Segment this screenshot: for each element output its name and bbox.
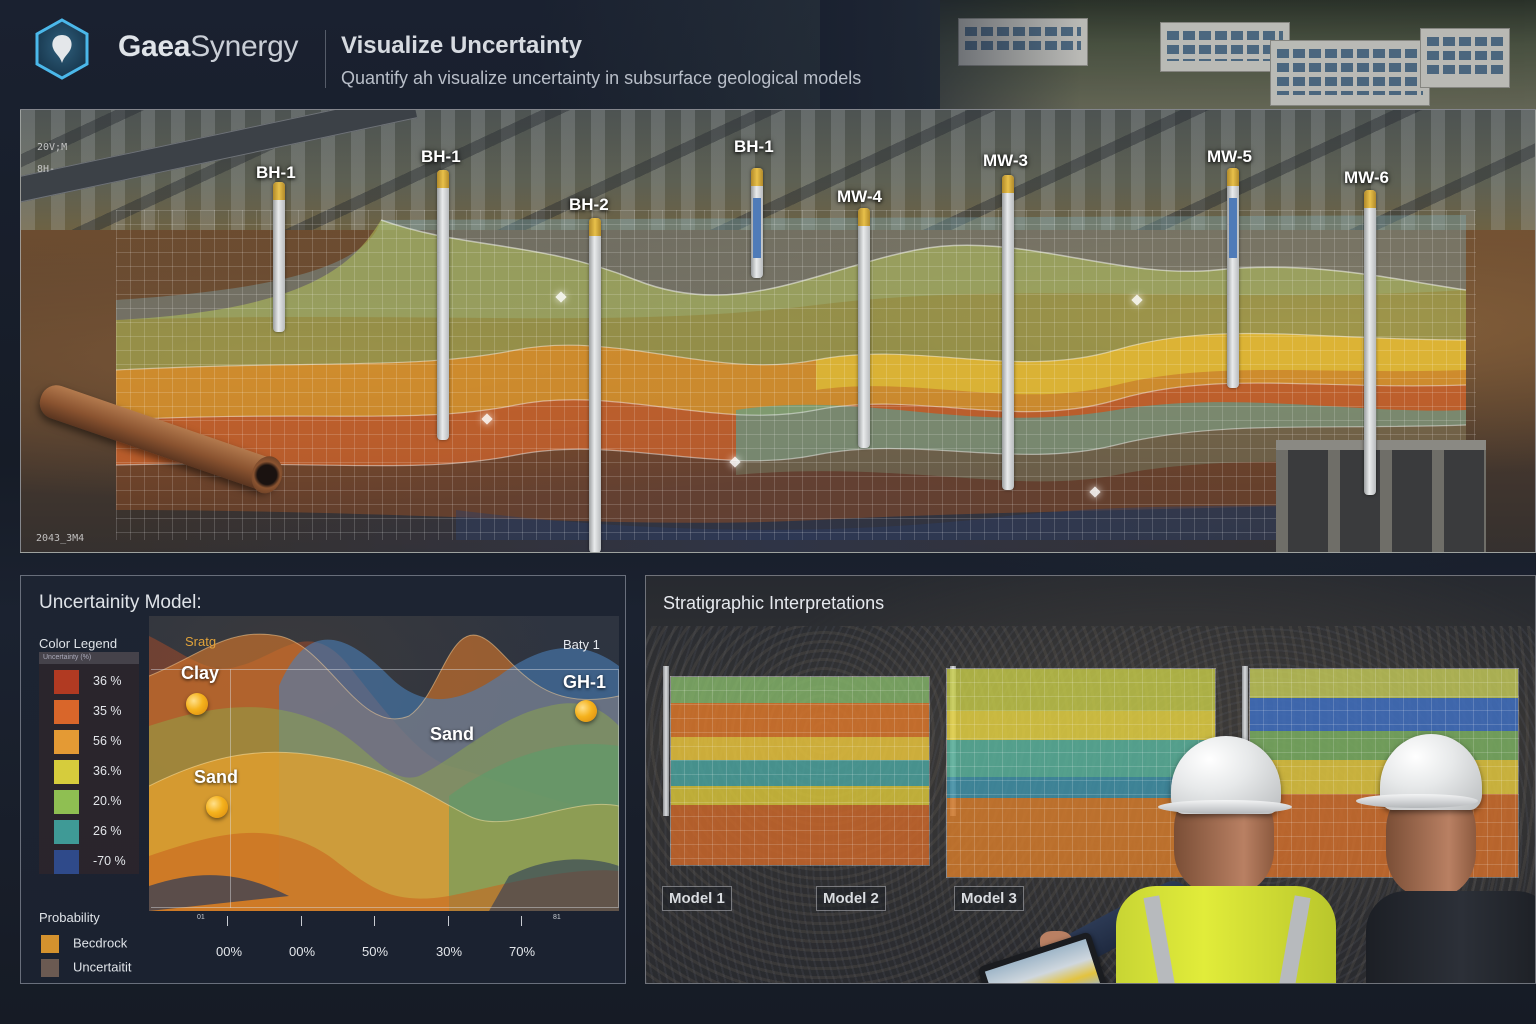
well-mw-3[interactable] xyxy=(1002,175,1014,490)
legend-value: -70 % xyxy=(93,854,126,868)
well-bh-1-a[interactable] xyxy=(273,182,285,332)
annotation-clay: Clay xyxy=(181,663,220,683)
legend-value: 35 % xyxy=(93,704,122,718)
legend-item: 35 % xyxy=(39,694,139,724)
color-legend: Uncertainty (%) 36 % 35 % 56 % 36.% 20.%… xyxy=(39,652,139,874)
brand-name: GaeaSynergy xyxy=(118,30,298,64)
probability-item-bedrock: Becdrock xyxy=(41,935,127,953)
data-point-marker[interactable] xyxy=(186,693,208,715)
model-1-label[interactable]: Model 1 xyxy=(662,886,732,911)
coordinate-text: 2043_3M4 xyxy=(36,533,85,544)
legend-item: 56 % xyxy=(39,724,139,754)
x-axis-label: 70% xyxy=(509,944,536,959)
legend-value: 36.% xyxy=(93,764,122,778)
borehole-pole xyxy=(663,666,669,816)
x-axis-label: 00% xyxy=(216,944,243,959)
brand-bold: Gaea xyxy=(118,30,191,63)
app-header: GaeaSynergy Visualize Uncertainty Quanti… xyxy=(0,0,1536,110)
brand-light: Synergy xyxy=(190,30,299,63)
stratigraphic-interpretations-panel: Stratigraphic Interpretations xyxy=(645,575,1536,984)
well-bh-1-b[interactable] xyxy=(437,170,449,440)
well-label: BH-1 xyxy=(734,137,774,156)
series-tag: Sratg xyxy=(185,634,217,649)
page-title: Visualize Uncertainty xyxy=(341,32,582,59)
legend-value: 20.% xyxy=(93,794,122,808)
x-tick xyxy=(521,916,522,926)
3d-model-viewport[interactable]: BH-1 BH-1 BH-1 BH-2 MW-4 MW-3 MW-5 MW-6 … xyxy=(20,109,1536,553)
page-subtitle: Quantify ah visualize uncertainty in sub… xyxy=(341,68,862,88)
header-divider xyxy=(325,30,326,88)
hexagon-pin-icon[interactable] xyxy=(34,18,90,80)
axis-minor-label: 81 xyxy=(553,914,561,921)
uncertainty-model-panel: Uncertainity Model: Color Legend Uncerta… xyxy=(20,575,626,984)
building-foundation xyxy=(1276,440,1486,552)
coordinate-text: 8H- xyxy=(37,164,56,175)
uncertainty-area-chart[interactable]: Sratg Baty 1 Clay Sand Sand GH-1 xyxy=(149,616,619,911)
x-tick xyxy=(374,916,375,926)
axis-minor-label: 01 xyxy=(197,914,205,921)
well-label: MW-4 xyxy=(837,187,882,206)
legend-title: Color Legend xyxy=(39,636,118,651)
well-label: BH-1 xyxy=(256,163,296,182)
legend-item: 36 % xyxy=(39,664,139,694)
engineer-hi-vis xyxy=(1040,726,1366,983)
legend-item: 26 % xyxy=(39,814,139,844)
x-tick xyxy=(448,916,449,926)
x-axis-label: 30% xyxy=(436,944,463,959)
legend-item: -70 % xyxy=(39,844,139,874)
legend-swatch xyxy=(54,730,79,754)
annotation-gh-1: GH-1 xyxy=(563,672,607,692)
chart-grid-frame xyxy=(151,669,619,908)
legend-item: 36.% xyxy=(39,754,139,784)
well-mw-6[interactable] xyxy=(1364,190,1376,495)
legend-value: 56 % xyxy=(93,734,122,748)
legend-swatch xyxy=(54,670,79,694)
engineer-jacket xyxy=(1356,726,1535,983)
legend-value: 26 % xyxy=(93,824,122,838)
data-point-marker[interactable] xyxy=(575,700,597,722)
geological-layer-model[interactable] xyxy=(116,210,1476,540)
well-bh-1-c[interactable] xyxy=(751,168,763,278)
well-mw-5[interactable] xyxy=(1227,168,1239,388)
annotation-sand: Sand xyxy=(430,724,475,744)
x-tick xyxy=(301,916,302,926)
safety-vest xyxy=(1116,886,1336,983)
legend-swatch xyxy=(54,790,79,814)
model-3-label[interactable]: Model 3 xyxy=(954,886,1024,911)
model-1-block[interactable] xyxy=(670,676,930,866)
probability-title: Probability xyxy=(39,910,100,925)
chart-plot xyxy=(149,633,619,911)
legend-item: 20.% xyxy=(39,784,139,814)
panel-title: Stratigraphic Interpretations xyxy=(663,593,885,613)
legend-value: 36 % xyxy=(93,674,122,688)
probability-item-uncertainty: Uncertaitit xyxy=(41,959,132,977)
annotation-sand: Sand xyxy=(194,767,239,787)
legend-swatch xyxy=(41,959,59,977)
legend-swatch xyxy=(54,820,79,844)
jacket xyxy=(1366,891,1535,983)
series-tag: Baty 1 xyxy=(563,637,600,652)
x-axis-label: 50% xyxy=(362,944,389,959)
data-point-marker[interactable] xyxy=(206,796,228,818)
legend-swatch xyxy=(54,760,79,784)
well-label: BH-1 xyxy=(421,147,461,166)
legend-swatch xyxy=(54,850,79,874)
well-label: BH-2 xyxy=(569,195,609,214)
legend-swatch xyxy=(41,935,59,953)
coordinate-text: 20V;M xyxy=(37,142,68,153)
legend-header: Uncertainty (%) xyxy=(39,652,139,664)
x-tick xyxy=(227,916,228,926)
well-bh-2[interactable] xyxy=(589,218,601,552)
x-axis-label: 00% xyxy=(289,944,316,959)
well-label: MW-6 xyxy=(1344,168,1389,187)
legend-swatch xyxy=(54,700,79,724)
chart-gridline xyxy=(230,669,231,908)
well-mw-4[interactable] xyxy=(858,208,870,448)
model-2-label[interactable]: Model 2 xyxy=(816,886,886,911)
panel-title: Uncertainity Model: xyxy=(39,592,202,613)
well-label: MW-5 xyxy=(1207,147,1252,166)
well-label: MW-3 xyxy=(983,151,1028,170)
